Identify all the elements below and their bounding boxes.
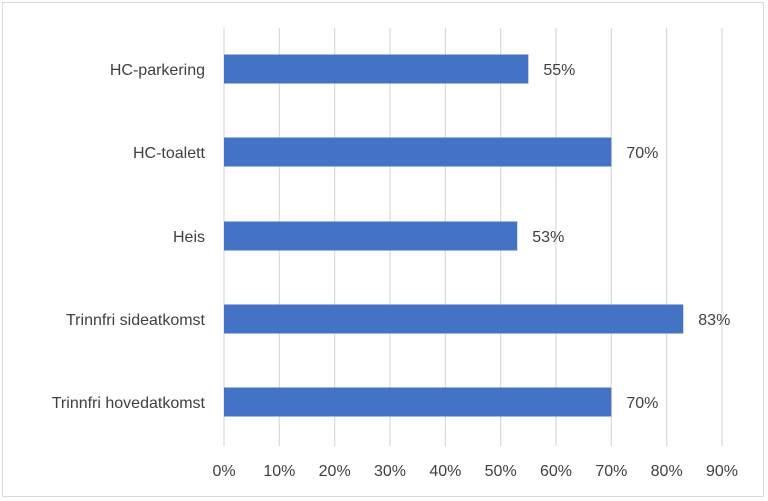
bar — [224, 54, 529, 84]
data-label: 53% — [532, 229, 564, 246]
category-label: Heis — [173, 229, 205, 246]
x-tick-label: 30% — [374, 463, 406, 480]
category-labels: HC-parkering HC-toalett Heis Trinnfri sidea… — [52, 62, 206, 412]
x-axis-tick-labels: 0% 10% 20% 30% 40% 50% 60% 70% 80% 90% — [212, 463, 738, 480]
data-labels: 55% 70% 53% 83% 70% — [532, 62, 730, 412]
bar — [224, 304, 684, 334]
x-tick-label: 40% — [429, 463, 461, 480]
category-label: Trinnfri sideatkomst — [66, 312, 206, 329]
x-tick-label: 80% — [651, 463, 683, 480]
x-tick-label: 20% — [319, 463, 351, 480]
data-label: 55% — [543, 62, 575, 79]
category-label: HC-toalett — [133, 145, 206, 162]
category-label: Trinnfri hovedatkomst — [52, 395, 206, 412]
data-label: 70% — [626, 395, 658, 412]
bar — [224, 221, 518, 251]
bars — [224, 54, 684, 417]
bar — [224, 137, 612, 167]
x-tick-label: 90% — [706, 463, 738, 480]
bar — [224, 387, 612, 417]
gridlines — [223, 28, 723, 446]
x-tick-label: 60% — [540, 463, 572, 480]
x-tick-label: 0% — [212, 463, 235, 480]
data-label: 83% — [698, 312, 730, 329]
category-label: HC-parkering — [110, 62, 205, 79]
x-tick-label: 10% — [263, 463, 295, 480]
data-label: 70% — [626, 145, 658, 162]
x-tick-label: 50% — [485, 463, 517, 480]
x-tick-label: 70% — [595, 463, 627, 480]
